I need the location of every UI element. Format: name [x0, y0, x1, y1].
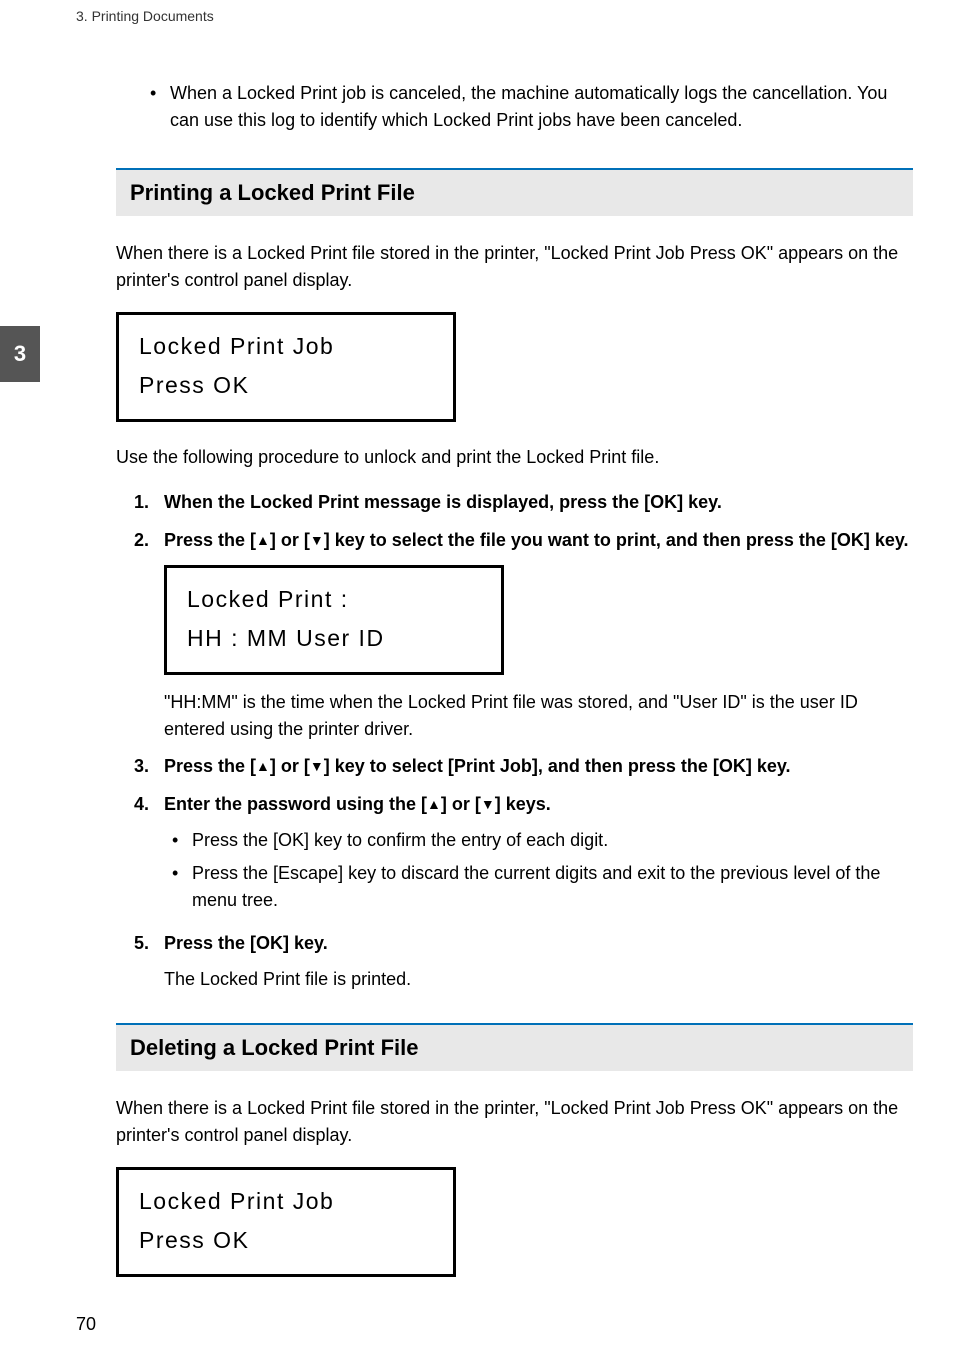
intro-bullet-list: • When a Locked Print job is canceled, t…	[150, 80, 913, 134]
step-number: 3.	[134, 753, 164, 781]
step-text-part: Enter the password using the [	[164, 794, 427, 814]
bullet-text: Press the [Escape] key to discard the cu…	[192, 860, 913, 914]
step-number: 5.	[134, 930, 164, 993]
up-triangle-icon: ▲	[256, 530, 270, 552]
step-item: 1. When the Locked Print message is disp…	[134, 489, 913, 517]
step-item: 5. Press the [OK] key. The Locked Print …	[134, 930, 913, 993]
section-heading-printing: Printing a Locked Print File	[116, 168, 913, 216]
step-text-part: ] key to select [Print Job], and then pr…	[324, 756, 791, 776]
lcd-line: Locked Print Job	[139, 1182, 433, 1221]
section-heading-deleting: Deleting a Locked Print File	[116, 1023, 913, 1071]
step-item: 2. Press the [▲] or [▼] key to select th…	[134, 527, 913, 743]
bullet-text: When a Locked Print job is canceled, the…	[170, 80, 913, 134]
section-intro: When there is a Locked Print file stored…	[116, 1095, 913, 1149]
ordered-steps: 1. When the Locked Print message is disp…	[134, 489, 913, 993]
up-triangle-icon: ▲	[427, 794, 441, 816]
step-number: 4.	[134, 791, 164, 920]
sub-bullet-list: • Press the [OK] key to confirm the entr…	[164, 827, 913, 914]
step-text-part: ] keys.	[495, 794, 551, 814]
step-text-part: Press the [	[164, 756, 256, 776]
chapter-tab: 3	[0, 326, 40, 382]
step-text-part: ] or [	[270, 530, 310, 550]
bullet-icon: •	[172, 860, 192, 914]
list-item: • Press the [OK] key to confirm the entr…	[172, 827, 913, 854]
up-triangle-icon: ▲	[256, 756, 270, 778]
page-number: 70	[76, 1314, 96, 1335]
lcd-panel: Locked Print : HH : MM User ID	[164, 565, 504, 675]
step-note: "HH:MM" is the time when the Locked Prin…	[164, 689, 913, 743]
lcd-line: HH : MM User ID	[187, 619, 481, 658]
lcd-line: Locked Print Job	[139, 327, 433, 366]
running-header: 3. Printing Documents	[76, 8, 214, 24]
lcd-line: Press OK	[139, 1221, 433, 1260]
step-item: 4. Enter the password using the [▲] or […	[134, 791, 913, 920]
lcd-line: Press OK	[139, 366, 433, 405]
bullet-text: Press the [OK] key to confirm the entry …	[192, 827, 913, 854]
step-text-part: Press the [	[164, 530, 256, 550]
lcd-panel: Locked Print Job Press OK	[116, 312, 456, 422]
step-body: Press the [▲] or [▼] key to select the f…	[164, 527, 913, 743]
step-body: Enter the password using the [▲] or [▼] …	[164, 791, 913, 920]
step-text-part: ] or [	[441, 794, 481, 814]
lcd-panel: Locked Print Job Press OK	[116, 1167, 456, 1277]
lcd-line: Locked Print :	[187, 580, 481, 619]
page-content: • When a Locked Print job is canceled, t…	[116, 80, 913, 1299]
down-triangle-icon: ▼	[310, 756, 324, 778]
bullet-icon: •	[150, 80, 170, 134]
step-item: 3. Press the [▲] or [▼] key to select [P…	[134, 753, 913, 781]
step-text-part: ] key to select the file you want to pri…	[324, 530, 909, 550]
step-text: When the Locked Print message is display…	[164, 489, 913, 517]
page: 3. Printing Documents 3 • When a Locked …	[0, 0, 959, 1359]
step-text-part: ] or [	[270, 756, 310, 776]
step-number: 2.	[134, 527, 164, 743]
step-text: Press the [OK] key.	[164, 933, 328, 953]
list-item: • Press the [Escape] key to discard the …	[172, 860, 913, 914]
procedure-lead: Use the following procedure to unlock an…	[116, 444, 913, 471]
down-triangle-icon: ▼	[481, 794, 495, 816]
down-triangle-icon: ▼	[310, 530, 324, 552]
section-intro: When there is a Locked Print file stored…	[116, 240, 913, 294]
bullet-icon: •	[172, 827, 192, 854]
step-text: Press the [▲] or [▼] key to select [Prin…	[164, 753, 913, 781]
list-item: • When a Locked Print job is canceled, t…	[150, 80, 913, 134]
step-number: 1.	[134, 489, 164, 517]
step-note: The Locked Print file is printed.	[164, 966, 913, 993]
step-body: Press the [OK] key. The Locked Print fil…	[164, 930, 913, 993]
